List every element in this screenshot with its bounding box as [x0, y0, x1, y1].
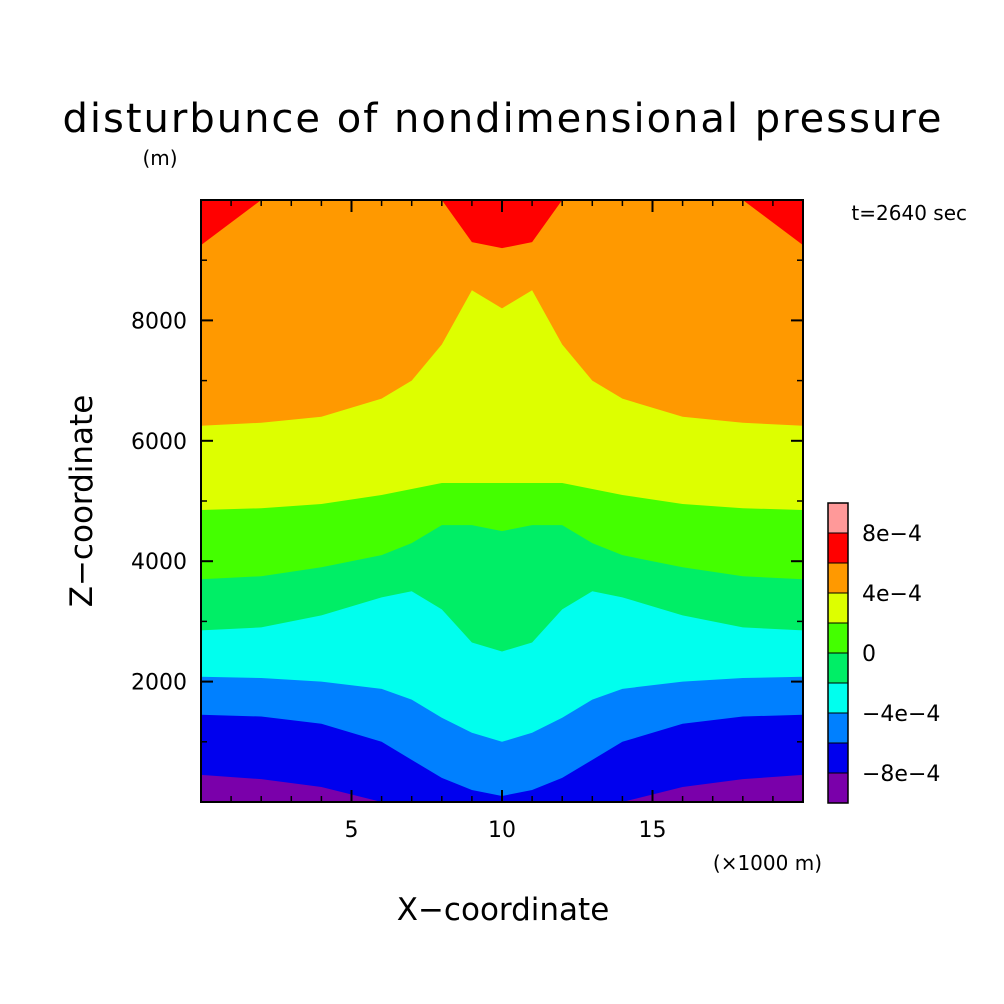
contour-band-7 [201, 200, 803, 426]
y-axis-label: Z−coordinate [64, 395, 100, 608]
chart-title: disturbunce of nondimensional pressure [63, 96, 944, 142]
x-axis: 5 10 15 [230, 200, 774, 843]
y-tick-label: 6000 [131, 430, 187, 455]
y-tick-label: 4000 [131, 550, 187, 575]
colorbar-swatch [828, 623, 848, 653]
y-tick-label: 8000 [131, 309, 187, 334]
colorbar-swatch [828, 533, 848, 563]
colorbar-swatch [828, 503, 848, 533]
colorbar-swatch [828, 713, 848, 743]
colorbar-tick-label: 0 [862, 642, 876, 667]
x-tick-label: 10 [488, 818, 516, 843]
colorbar: −8e−4 −4e−4 0 4e−4 8e−4 [827, 502, 940, 804]
colorbar-swatch [828, 563, 848, 593]
colorbar-tick-label: −4e−4 [862, 702, 940, 727]
colorbar-swatch [828, 593, 848, 623]
colorbar-swatch [828, 773, 848, 803]
colorbar-swatch [828, 683, 848, 713]
x-unit-label: (×1000 m) [713, 851, 822, 875]
y-axis: 2000 4000 6000 8000 [131, 259, 803, 743]
colorbar-swatch [828, 743, 848, 773]
colorbar-tick-label: 8e−4 [862, 522, 922, 547]
contour-band-8 [201, 200, 803, 249]
time-label: t=2640 sec [851, 201, 967, 225]
x-tick-label: 5 [345, 818, 359, 843]
colorbar-swatch [828, 653, 848, 683]
x-tick-label: 15 [639, 818, 667, 843]
x-axis-label: X−coordinate [397, 892, 610, 928]
y-tick-label: 2000 [131, 671, 187, 696]
colorbar-tick-label: 4e−4 [862, 582, 922, 607]
colorbar-tick-label: −8e−4 [862, 762, 940, 787]
plot-area [201, 200, 803, 802]
y-unit-label: (m) [142, 146, 177, 170]
